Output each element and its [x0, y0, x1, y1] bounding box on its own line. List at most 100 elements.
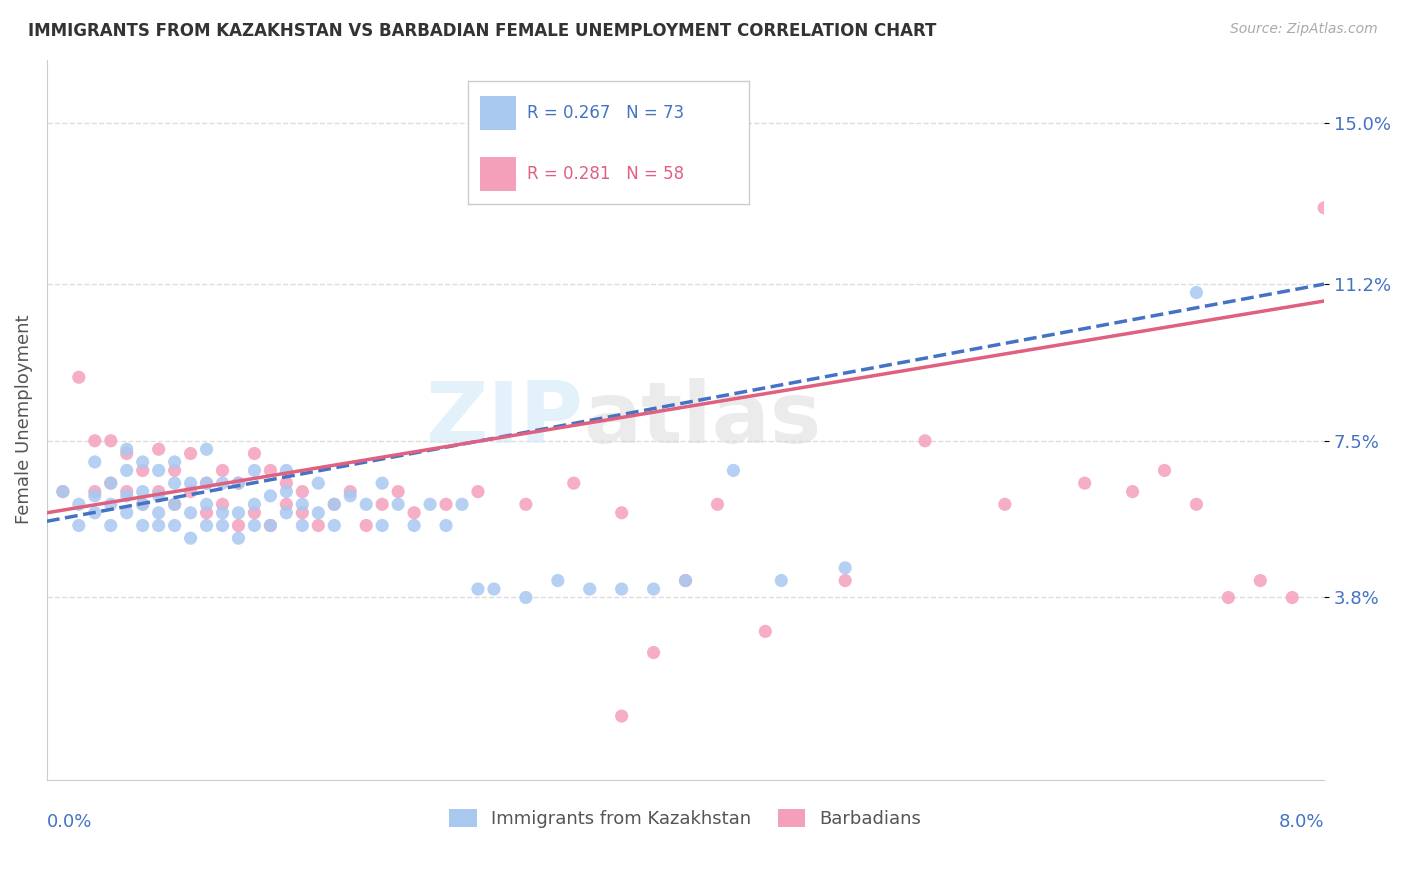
Point: [67, 518, 90, 533]
Point: [115, 484, 138, 499]
Point: [243, 446, 266, 460]
Point: [195, 442, 218, 457]
Point: [276, 484, 298, 499]
Point: [228, 476, 250, 491]
Point: [770, 574, 793, 588]
Point: [131, 455, 153, 469]
Point: [115, 489, 138, 503]
Point: [339, 484, 361, 499]
Point: [100, 518, 122, 533]
Point: [83, 484, 105, 499]
Point: [195, 506, 218, 520]
Point: [180, 476, 202, 491]
Point: [67, 497, 90, 511]
Point: [291, 518, 314, 533]
Point: [211, 463, 233, 477]
Point: [131, 497, 153, 511]
Point: [228, 518, 250, 533]
Point: [914, 434, 936, 448]
Point: [675, 574, 697, 588]
Point: [706, 497, 728, 511]
Point: [675, 574, 697, 588]
Point: [163, 497, 186, 511]
Point: [228, 531, 250, 545]
Point: [228, 506, 250, 520]
Point: [163, 476, 186, 491]
Point: [243, 463, 266, 477]
Point: [52, 484, 75, 499]
Point: [163, 455, 186, 469]
Point: [291, 484, 314, 499]
Point: [83, 489, 105, 503]
Point: [148, 484, 170, 499]
Point: [482, 582, 505, 596]
Point: [276, 506, 298, 520]
Point: [115, 463, 138, 477]
Point: [834, 574, 856, 588]
Point: [451, 497, 474, 511]
Point: [1185, 285, 1208, 300]
Point: [354, 518, 377, 533]
Point: [195, 497, 218, 511]
Point: [180, 531, 202, 545]
Point: [243, 506, 266, 520]
Point: [259, 518, 281, 533]
Point: [1153, 463, 1175, 477]
Point: [610, 506, 633, 520]
Point: [195, 476, 218, 491]
Point: [547, 574, 569, 588]
Point: [243, 497, 266, 511]
Point: [163, 463, 186, 477]
Point: [467, 484, 489, 499]
Point: [419, 497, 441, 511]
Point: [148, 489, 170, 503]
Point: [276, 497, 298, 511]
Point: [1313, 201, 1336, 215]
Point: [115, 446, 138, 460]
Point: [100, 476, 122, 491]
Text: 8.0%: 8.0%: [1278, 814, 1324, 831]
Point: [754, 624, 776, 639]
Point: [259, 518, 281, 533]
Point: [180, 506, 202, 520]
Point: [100, 476, 122, 491]
Point: [1281, 591, 1303, 605]
Point: [211, 506, 233, 520]
Point: [562, 476, 585, 491]
Text: 0.0%: 0.0%: [46, 814, 93, 831]
Point: [994, 497, 1017, 511]
Point: [83, 506, 105, 520]
Point: [83, 434, 105, 448]
Point: [1122, 484, 1144, 499]
Point: [1218, 591, 1240, 605]
Point: [67, 370, 90, 384]
Point: [723, 463, 745, 477]
Point: [1185, 497, 1208, 511]
Point: [1249, 574, 1271, 588]
Point: [259, 463, 281, 477]
Point: [243, 518, 266, 533]
Point: [131, 497, 153, 511]
Point: [515, 497, 537, 511]
Point: [578, 582, 600, 596]
Y-axis label: Female Unemployment: Female Unemployment: [15, 315, 32, 524]
Point: [834, 561, 856, 575]
Point: [371, 497, 394, 511]
Point: [404, 518, 426, 533]
Point: [610, 709, 633, 723]
Point: [276, 463, 298, 477]
Point: [195, 518, 218, 533]
Point: [307, 506, 329, 520]
Point: [307, 476, 329, 491]
Point: [387, 497, 409, 511]
Point: [148, 442, 170, 457]
Point: [228, 476, 250, 491]
Point: [131, 518, 153, 533]
Point: [307, 518, 329, 533]
Point: [131, 463, 153, 477]
Point: [643, 582, 665, 596]
Point: [515, 591, 537, 605]
Point: [291, 506, 314, 520]
Text: Source: ZipAtlas.com: Source: ZipAtlas.com: [1230, 22, 1378, 37]
Point: [259, 489, 281, 503]
